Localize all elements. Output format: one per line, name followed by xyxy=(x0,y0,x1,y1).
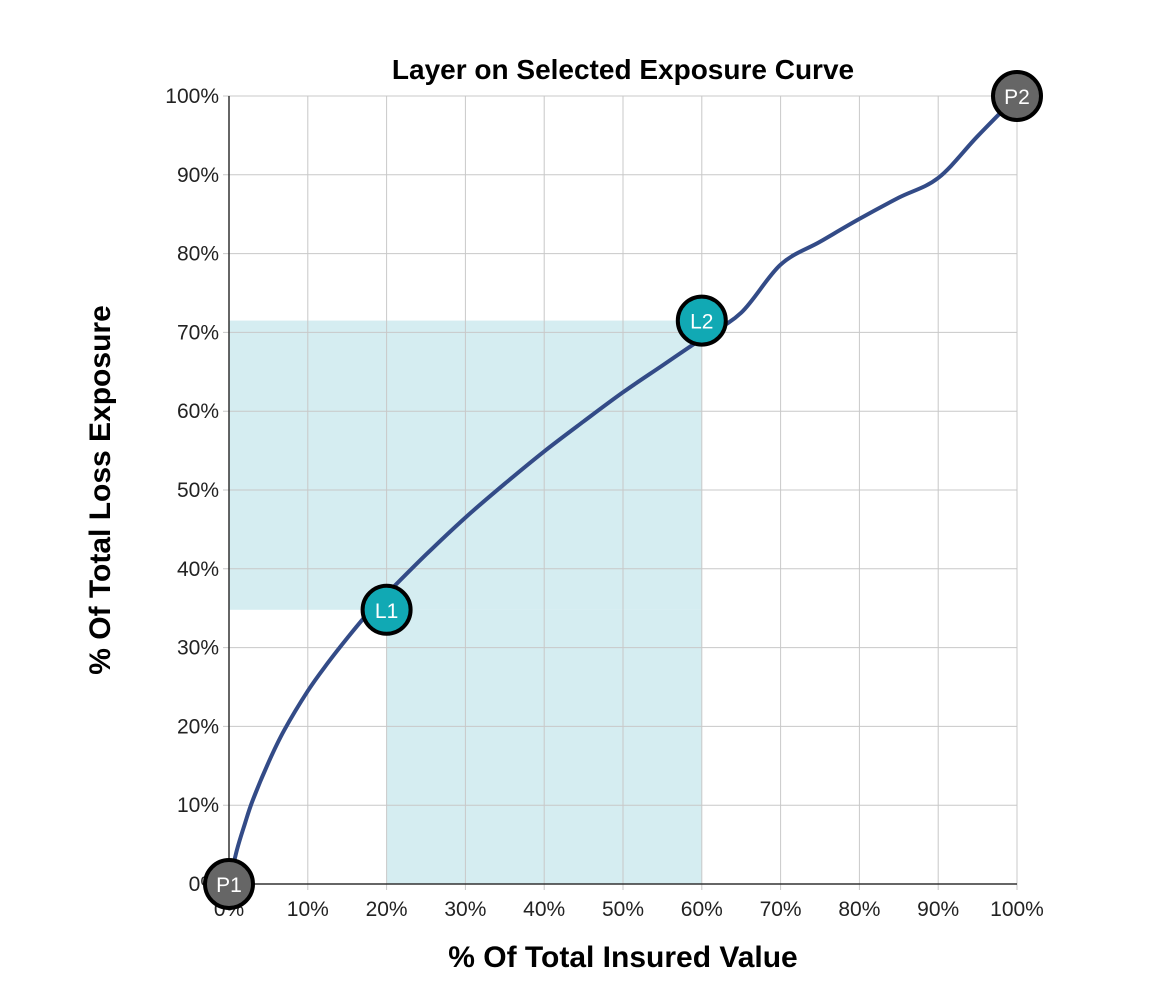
x-tick-label: 20% xyxy=(366,898,408,921)
series-layer xyxy=(227,94,1019,886)
x-tick-label: 100% xyxy=(990,898,1044,921)
marker-p1: P1 xyxy=(203,858,255,910)
marker-circle xyxy=(991,70,1043,122)
axes xyxy=(228,96,1017,885)
x-axis-ticks: 0%10%20%30%40%50%60%70%80%90%100% xyxy=(214,898,1044,921)
x-tick-label: 80% xyxy=(838,898,880,921)
x-tick-label: 70% xyxy=(760,898,802,921)
markers-layer: P1 L1 L2 P2 xyxy=(203,70,1043,910)
marker-label: P2 xyxy=(1004,86,1030,109)
x-tick-label: 60% xyxy=(681,898,723,921)
x-tick-label: 40% xyxy=(523,898,565,921)
x-tick-label: 30% xyxy=(444,898,486,921)
marker-label: L2 xyxy=(690,311,713,334)
y-tick-label: 80% xyxy=(177,243,219,266)
x-axis-label: % Of Total Insured Value xyxy=(448,941,798,974)
y-tick-label: 70% xyxy=(177,321,219,344)
y-tick-label: 20% xyxy=(177,715,219,738)
y-tick-label: 90% xyxy=(177,164,219,187)
marker-label: L1 xyxy=(375,600,398,623)
x-tick-label: 90% xyxy=(917,898,959,921)
marker-l2: L2 xyxy=(675,294,728,347)
marker-label: P1 xyxy=(216,874,242,897)
marker-circle xyxy=(360,583,413,636)
y-tick-label: 10% xyxy=(177,794,219,817)
x-tick-label: 50% xyxy=(602,898,644,921)
y-axis-label: % Of Total Loss Exposure xyxy=(84,305,117,675)
y-tick-label: 60% xyxy=(177,400,219,423)
x-tick-label: 10% xyxy=(287,898,329,921)
y-tick-label: 30% xyxy=(177,637,219,660)
marker-circle xyxy=(675,294,728,347)
chart-title: Layer on Selected Exposure Curve xyxy=(392,54,854,85)
exposure-curve-line xyxy=(227,94,1019,886)
marker-l1: L1 xyxy=(360,583,413,636)
marker-p2: P2 xyxy=(991,70,1043,122)
y-tick-label: 50% xyxy=(177,479,219,502)
marker-circle xyxy=(203,858,255,910)
y-tick-label: 100% xyxy=(165,85,219,108)
y-axis-ticks: 0%10%20%30%40%50%60%70%80%90%100% xyxy=(165,85,219,896)
y-tick-label: 40% xyxy=(177,558,219,581)
